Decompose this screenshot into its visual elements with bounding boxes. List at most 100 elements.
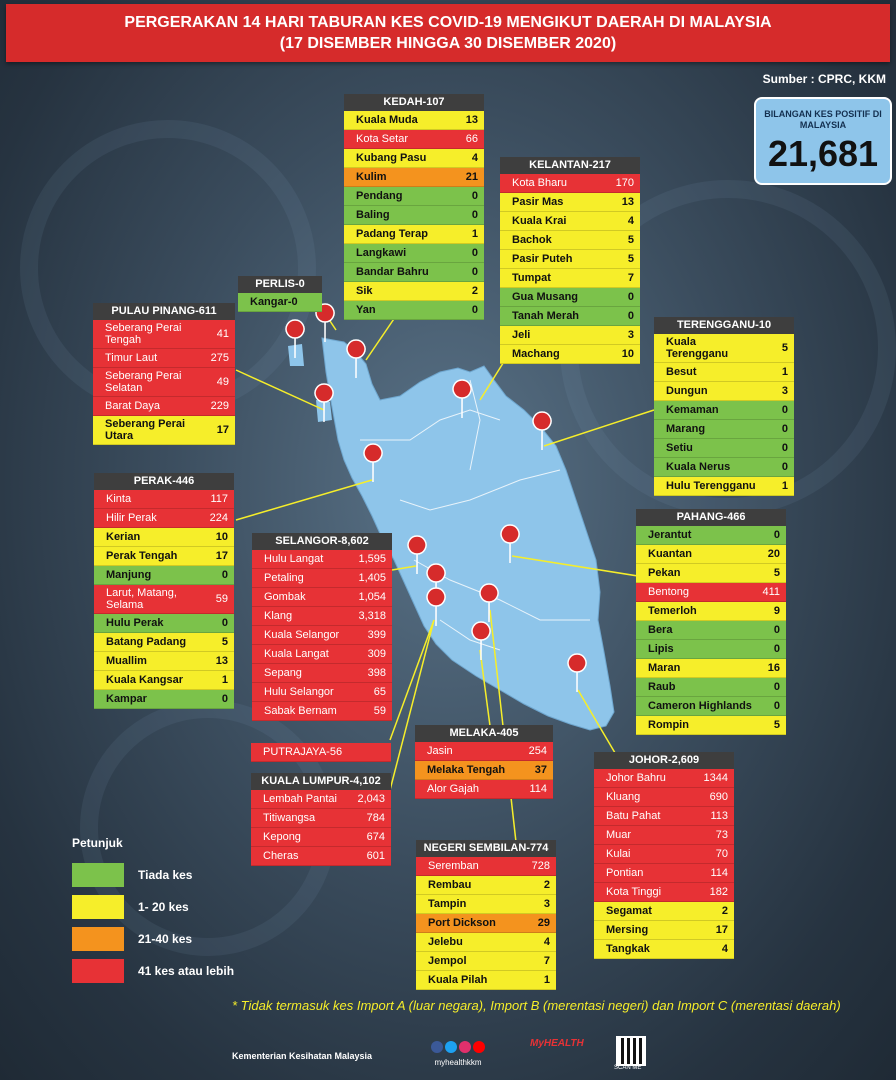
district-row: Temerloh 9 xyxy=(636,602,786,621)
panel-penang: PULAU PINANG-611 Seberang Perai Tengah 41 T… xyxy=(93,303,235,445)
district-cases: 1 xyxy=(781,366,788,378)
district-name: Machang xyxy=(512,348,560,360)
district-name: Bachok xyxy=(512,234,552,246)
district-cases: 0 xyxy=(471,304,478,316)
district-row: Johor Bahru 1344 xyxy=(594,769,734,788)
district-name: Kota Bharu xyxy=(512,177,568,189)
district-name: Kuala Kangsar xyxy=(106,674,184,686)
district-name: Bera xyxy=(648,624,673,636)
youtube-icon[interactable] xyxy=(473,1041,485,1053)
panel-title: PAHANG-466 xyxy=(636,509,786,526)
instagram-icon[interactable] xyxy=(459,1041,471,1053)
location-pin-icon xyxy=(567,653,587,693)
location-pin-icon xyxy=(426,587,446,627)
panel-melaka: MELAKA-405 Jasin 254 Melaka Tengah 37 Alor Ga… xyxy=(415,725,553,799)
district-name: Seberang Perai Utara xyxy=(105,418,186,442)
map-landmass xyxy=(321,337,615,731)
district-cases: 70 xyxy=(715,848,728,860)
district-cases: 399 xyxy=(367,629,386,641)
district-cases: 0 xyxy=(471,266,478,278)
district-row: Kinta 117 xyxy=(94,490,234,509)
district-name: Petaling xyxy=(264,572,304,584)
panel-title: JOHOR-2,609 xyxy=(594,752,734,769)
district-row: Pontian 114 xyxy=(594,864,734,883)
panel-perak: PERAK-446 Kinta 117 Hilir Perak 224 Kerian 10 P… xyxy=(94,473,234,709)
district-name: Gombak xyxy=(264,591,306,603)
district-name: Kota Tinggi xyxy=(606,886,662,898)
district-name: Batang Padang xyxy=(106,636,187,648)
district-row: Lembah Pantai 2,043 xyxy=(251,790,391,809)
district-cases: 398 xyxy=(367,667,386,679)
district-row: Timur Laut 275 xyxy=(93,349,235,368)
district-cases: 0 xyxy=(471,247,478,259)
district-row: Pasir Puteh 5 xyxy=(500,250,640,269)
district-cases: 690 xyxy=(709,791,728,803)
legend-label: 41 kes atau lebih xyxy=(138,964,235,978)
district-row: Kota Setar 66 xyxy=(344,130,484,149)
district-name: Kubang Pasu xyxy=(356,152,427,164)
district-cases: 37 xyxy=(534,764,547,776)
district-name: Dungun xyxy=(666,385,708,397)
total-cases-value: 21,681 xyxy=(767,133,879,174)
district-name: Timur Laut xyxy=(105,352,158,364)
district-name: Sik xyxy=(356,285,373,297)
district-name: Setiu xyxy=(666,442,693,454)
district-row: Rompin 5 xyxy=(636,716,786,735)
panel-title: NEGERI SEMBILAN-774 xyxy=(416,840,556,857)
myhealth-logo: MyHEALTH xyxy=(530,1038,596,1068)
district-name: Pendang xyxy=(356,190,403,202)
district-name: Klang xyxy=(264,610,293,622)
district-row: Tampin 3 xyxy=(416,895,556,914)
district-name: Kangar-0 xyxy=(250,296,298,308)
district-row: Jempol 7 xyxy=(416,952,556,971)
district-row: Kerian 10 xyxy=(94,528,234,547)
district-name: PUTRAJAYA-56 xyxy=(263,746,343,758)
district-cases: 114 xyxy=(710,867,728,879)
district-row: Pekan 5 xyxy=(636,564,786,583)
district-name: Temerloh xyxy=(648,605,697,617)
district-name: Jelebu xyxy=(428,936,463,948)
district-cases: 728 xyxy=(531,860,550,872)
panel-title: TERENGGANU-10 xyxy=(654,317,794,334)
title-line-2: (17 DISEMBER HINGGA 30 DISEMBER 2020) xyxy=(279,35,617,52)
district-cases: 182 xyxy=(709,886,728,898)
district-cases: 10 xyxy=(621,348,634,360)
qr-code[interactable] xyxy=(616,1036,646,1066)
district-cases: 1 xyxy=(471,228,478,240)
district-cases: 601 xyxy=(366,850,385,862)
district-name: Sepang xyxy=(264,667,302,679)
panel-johor: JOHOR-2,609 Johor Bahru 1344 Kluang 690 Batu … xyxy=(594,752,734,959)
location-pin-icon xyxy=(452,379,472,419)
district-cases: 20 xyxy=(767,548,780,560)
location-pin-icon xyxy=(532,411,552,451)
facebook-icon[interactable] xyxy=(431,1041,443,1053)
district-name: Hulu Terengganu xyxy=(666,480,756,492)
district-row: Hulu Terengganu 1 xyxy=(654,477,794,496)
district-name: Alor Gajah xyxy=(427,783,479,795)
district-cases: 114 xyxy=(529,783,547,795)
district-cases: 10 xyxy=(215,531,228,543)
district-cases: 5 xyxy=(221,636,228,648)
district-cases: 1344 xyxy=(703,772,728,784)
district-name: Kuala Pilah xyxy=(428,974,488,986)
district-cases: 0 xyxy=(781,404,788,416)
location-pin-icon xyxy=(315,303,335,343)
district-row: Yan 0 xyxy=(344,301,484,320)
district-row: Klang 3,318 xyxy=(252,607,392,626)
district-cases: 0 xyxy=(221,569,228,581)
district-cases: 5 xyxy=(781,342,788,354)
district-row: Hulu Langat 1,595 xyxy=(252,550,392,569)
district-name: Baling xyxy=(356,209,390,221)
legend-title: Petunjuk xyxy=(72,836,123,850)
panel-kelantan: KELANTAN-217 Kota Bharu 170 Pasir Mas 13 Kual… xyxy=(500,157,640,364)
district-row: Besut 1 xyxy=(654,363,794,382)
district-name: Seberang Perai Tengah xyxy=(105,322,182,346)
district-name: Hulu Langat xyxy=(264,553,324,565)
district-row: Muallim 13 xyxy=(94,652,234,671)
panel-selangor: SELANGOR-8,602 Hulu Langat 1,595 Petaling 1,… xyxy=(252,533,392,721)
district-cases: 21 xyxy=(465,171,478,183)
twitter-icon[interactable] xyxy=(445,1041,457,1053)
district-row: Lipis 0 xyxy=(636,640,786,659)
district-name: Muar xyxy=(606,829,632,841)
district-row: Tumpat 7 xyxy=(500,269,640,288)
